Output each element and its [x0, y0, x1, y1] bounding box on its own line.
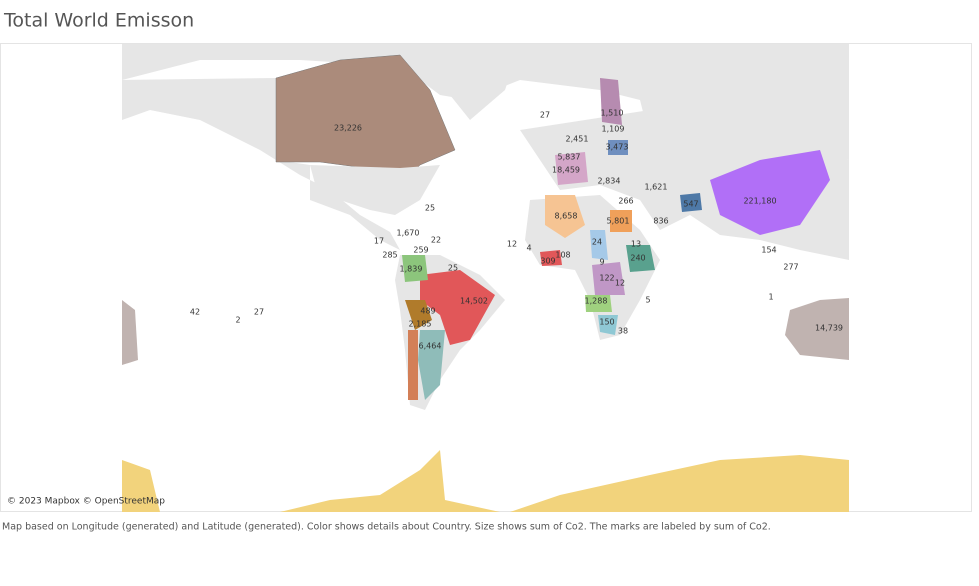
country-peru [405, 300, 432, 330]
country-argentina [418, 330, 445, 400]
mark-label: 17 [374, 237, 384, 246]
mark-label: 221,180 [743, 197, 776, 206]
map-attribution: © 2023 Mapbox © OpenStreetMap [7, 497, 165, 507]
mark-label: 2 [235, 316, 240, 325]
mark-label: 18,459 [552, 166, 580, 175]
mark-label: 22 [431, 236, 441, 245]
mark-label: 108 [555, 251, 570, 260]
mark-label: 1,670 [397, 229, 420, 238]
mark-label: 1 [768, 293, 773, 302]
mark-label: 5,801 [607, 217, 630, 226]
country-sweden [600, 78, 622, 125]
mark-label: 42 [190, 308, 200, 317]
country-afghanistan [680, 193, 702, 212]
mark-label: 1,510 [601, 109, 624, 118]
country-south-africa [598, 315, 618, 335]
mark-label: 285 [382, 251, 397, 260]
mark-label: 1,109 [602, 125, 625, 134]
country-congo [592, 262, 625, 295]
title: Total World Emisson [3, 10, 194, 32]
mark-label: 3,473 [606, 143, 629, 152]
mark-label: 309 [540, 257, 555, 266]
mark-label: 27 [540, 111, 550, 120]
mark-label: 5 [645, 296, 650, 305]
country-chile [408, 330, 418, 400]
mark-label: 4 [526, 244, 531, 253]
mark-label: 2,185 [409, 320, 432, 329]
mark-label: 154 [761, 246, 776, 255]
country-nigeria [540, 250, 562, 266]
country-egypt [610, 210, 632, 232]
mark-label: 12 [507, 240, 517, 249]
country-colombia [402, 255, 428, 282]
mark-label: 1,288 [585, 297, 608, 306]
country-australia [785, 298, 849, 360]
mark-label: 489 [420, 307, 435, 316]
mark-label: 836 [653, 217, 668, 226]
mark-label: 5,837 [558, 153, 581, 162]
mark-label: 14,502 [460, 297, 488, 306]
country-algeria [545, 195, 585, 238]
mark-label: 9 [599, 258, 604, 267]
greenland [420, 44, 520, 120]
country-canada [275, 54, 456, 186]
caption: Map based on Longitude (generated) and L… [2, 522, 771, 533]
mark-label: 150 [599, 318, 614, 327]
mark-label: 27 [254, 308, 264, 317]
mark-label: 24 [592, 238, 602, 247]
mark-label: 14,739 [815, 324, 843, 333]
mark-label: 277 [783, 263, 798, 272]
country-angola [585, 295, 612, 312]
mark-label: 122 [599, 274, 614, 283]
mark-label: 23,226 [334, 124, 362, 133]
mark-label: 12 [615, 279, 625, 288]
mark-label: 1,839 [400, 265, 423, 274]
mark-label: 2,834 [598, 177, 621, 186]
country-ethiopia [626, 245, 655, 272]
country-france [555, 152, 588, 185]
mark-label: 2,451 [566, 135, 589, 144]
land [122, 78, 400, 250]
antarctica [122, 450, 849, 512]
mark-label: 547 [683, 200, 698, 209]
mark-label: 259 [413, 246, 428, 255]
country-brazil [420, 270, 495, 345]
mark-label: 25 [448, 264, 458, 273]
mark-label: 25 [425, 204, 435, 213]
mark-label: 13 [631, 240, 641, 249]
map-labels: 23,226 221,180 14,739 14,502 6,464 8,658 5,801… [190, 109, 843, 351]
country-sudan [590, 230, 608, 260]
mark-label: 8,658 [555, 212, 578, 221]
country-new-zealand [122, 300, 138, 365]
mark-label: 1,621 [645, 183, 668, 192]
mark-label: 38 [618, 327, 628, 336]
land [310, 165, 440, 215]
mark-label: 240 [630, 254, 645, 263]
country-poland [608, 140, 628, 155]
mark-label: 266 [618, 197, 633, 206]
country-china [710, 150, 830, 235]
mark-label: 6,464 [419, 342, 442, 351]
map [122, 44, 849, 512]
